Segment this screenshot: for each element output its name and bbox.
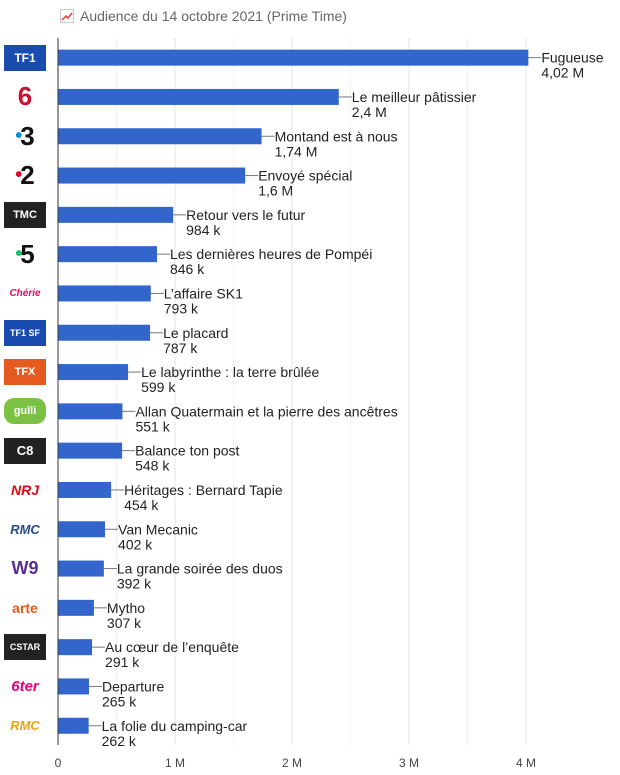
value-label: 262 k bbox=[102, 733, 137, 749]
value-label: 307 k bbox=[107, 615, 142, 631]
x-tick-label: 0 bbox=[55, 756, 62, 770]
program-label: La folie du camping-car bbox=[102, 718, 248, 734]
bar-c8 bbox=[58, 442, 123, 459]
value-label: 291 k bbox=[105, 654, 140, 670]
x-tick-label: 2 M bbox=[282, 756, 302, 770]
bar-w9 bbox=[58, 560, 104, 577]
bar-france-3 bbox=[58, 128, 262, 145]
program-label: Le labyrinthe : la terre brûlée bbox=[141, 364, 319, 380]
bar-tf1-s-ries-films bbox=[58, 324, 151, 341]
value-label: 265 k bbox=[102, 693, 137, 709]
bar-rmc-story bbox=[58, 717, 89, 734]
bar-tfx bbox=[58, 364, 129, 381]
tf1-logo-icon: TF1 bbox=[4, 44, 46, 71]
program-label: Envoyé spécial bbox=[258, 168, 352, 184]
program-label: Mytho bbox=[107, 600, 145, 616]
arte-logo-icon: arte bbox=[12, 599, 38, 616]
value-label: 4,02 M bbox=[541, 65, 584, 81]
program-label: Au cœur de l’enquête bbox=[105, 639, 239, 655]
program-label: Van Mecanic bbox=[118, 521, 198, 537]
program-label: Héritages : Bernard Tapie bbox=[124, 482, 283, 498]
cstar-logo-icon: CSTAR bbox=[4, 634, 46, 661]
program-label: Le meilleur pâtissier bbox=[352, 89, 477, 105]
line-chart-icon bbox=[60, 9, 74, 23]
france5-logo-icon: • 5 bbox=[15, 238, 35, 269]
bar-6ter bbox=[58, 678, 90, 695]
rmc-story-logo-icon: RMC bbox=[10, 718, 40, 734]
bar-ch-rie-25 bbox=[58, 285, 151, 302]
program-label: Retour vers le futur bbox=[186, 207, 305, 223]
x-tick-label: 3 M bbox=[399, 756, 419, 770]
value-label: 984 k bbox=[186, 222, 221, 238]
value-label: 1,74 M bbox=[275, 143, 318, 159]
bar-arte bbox=[58, 599, 94, 616]
nrj12-logo-icon: NRJ bbox=[10, 481, 39, 498]
tmc-logo-icon: TMC bbox=[4, 201, 46, 228]
bar-france-5 bbox=[58, 246, 157, 263]
value-label: 1,6 M bbox=[258, 183, 293, 199]
bar-gulli bbox=[58, 403, 123, 420]
program-label: La grande soirée des duos bbox=[117, 561, 283, 577]
cherie25-logo-icon: Chérie bbox=[9, 287, 41, 299]
m6-logo-icon: 6 bbox=[17, 81, 33, 112]
value-label: 402 k bbox=[118, 536, 153, 552]
program-label: Les dernières heures de Pompéi bbox=[170, 246, 372, 262]
bar-tf1 bbox=[58, 49, 529, 66]
tfx-logo-icon: TFX bbox=[4, 359, 46, 386]
6ter-logo-icon: 6ter bbox=[11, 677, 39, 695]
tf1-series-films-logo-icon: TF1 SF bbox=[4, 319, 46, 346]
value-label: 599 k bbox=[141, 379, 176, 395]
value-label: 2,4 M bbox=[352, 104, 387, 120]
chart-title: Audience du 14 octobre 2021 (Prime Time) bbox=[80, 8, 347, 24]
w9-logo-icon: W9 bbox=[11, 558, 39, 579]
value-label: 787 k bbox=[163, 340, 198, 356]
x-tick-label: 4 M bbox=[516, 756, 536, 770]
bar-rmc-d-couverte bbox=[58, 521, 106, 538]
value-label: 846 k bbox=[170, 261, 205, 277]
program-label: L’affaire SK1 bbox=[164, 285, 243, 301]
bar-cstar bbox=[58, 639, 93, 656]
program-label: Balance ton post bbox=[135, 443, 239, 459]
gulli-logo-icon: gulli bbox=[4, 398, 46, 425]
value-label: 454 k bbox=[124, 497, 159, 513]
value-label: 551 k bbox=[135, 418, 170, 434]
program-label: Montand est à nous bbox=[275, 128, 398, 144]
value-label: 793 k bbox=[164, 300, 199, 316]
value-label: 392 k bbox=[117, 576, 152, 592]
program-label: Allan Quatermain et la pierre des ancêtr… bbox=[135, 403, 397, 419]
bar-m6 bbox=[58, 88, 339, 105]
value-label: 548 k bbox=[135, 458, 170, 474]
bar-nrj-12 bbox=[58, 481, 112, 498]
program-label: Fugueuse bbox=[541, 50, 603, 66]
c8-logo-icon: C8 bbox=[4, 437, 46, 464]
rmc-decouverte-logo-icon: RMC bbox=[10, 521, 40, 537]
bar-tmc bbox=[58, 206, 174, 223]
france3-logo-icon: • 3 bbox=[15, 120, 35, 151]
france2-logo-icon: • 2 bbox=[15, 160, 35, 191]
program-label: Le placard bbox=[163, 325, 228, 341]
chart-title-bar: Audience du 14 octobre 2021 (Prime Time) bbox=[60, 6, 347, 26]
program-label: Departure bbox=[102, 678, 164, 694]
x-tick-label: 1 M bbox=[165, 756, 185, 770]
bar-france-2 bbox=[58, 167, 246, 184]
